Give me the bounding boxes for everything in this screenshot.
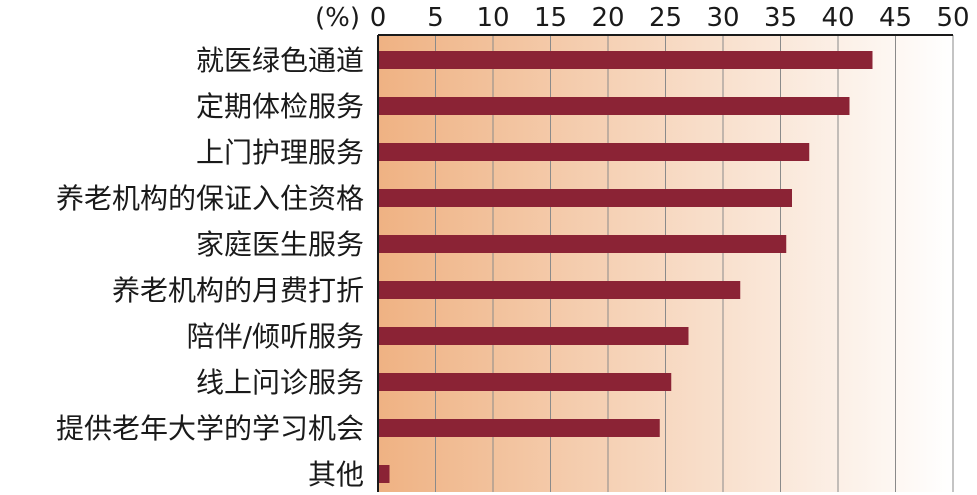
category-label: 就医绿色通道 (196, 44, 364, 77)
x-tick-label: 20 (591, 3, 624, 33)
category-label: 养老机构的保证入住资格 (56, 182, 364, 215)
bar (378, 97, 850, 115)
bar (378, 419, 660, 437)
category-label: 定期体检服务 (196, 90, 364, 123)
category-label: 养老机构的月费打折 (112, 274, 364, 307)
x-tick-label: 50 (936, 3, 969, 33)
bar (378, 189, 792, 207)
category-label: 陪伴/倾听服务 (187, 320, 364, 353)
category-label: 家庭医生服务 (196, 228, 364, 261)
x-tick-label: 5 (427, 3, 444, 33)
bar (378, 465, 390, 483)
bar (378, 373, 672, 391)
x-tick-label: 15 (534, 3, 567, 33)
axes (377, 34, 953, 492)
x-tick-label: 45 (879, 3, 912, 33)
bar (378, 281, 741, 299)
x-tick-label: 25 (649, 3, 682, 33)
x-tick-label: 10 (476, 3, 509, 33)
bar (378, 51, 873, 69)
x-tick-labels: 0 5 10 15 20 25 30 35 40 45 50 (370, 3, 970, 33)
bar (378, 235, 787, 253)
category-label: 上门护理服务 (196, 136, 364, 169)
x-tick-label: 30 (706, 3, 739, 33)
unit-label: (%) (315, 3, 360, 33)
x-tick-label: 35 (764, 3, 797, 33)
bar (378, 327, 689, 345)
category-label: 提供老年大学的学习机会 (56, 412, 364, 445)
bar (378, 143, 810, 161)
x-tick-label: 40 (821, 3, 854, 33)
bars (378, 51, 873, 483)
category-labels: 就医绿色通道定期体检服务上门护理服务养老机构的保证入住资格家庭医生服务养老机构的… (56, 44, 364, 491)
category-label: 线上问诊服务 (196, 366, 364, 399)
category-label: 其他 (308, 458, 364, 491)
x-tick-label: 0 (370, 3, 387, 33)
